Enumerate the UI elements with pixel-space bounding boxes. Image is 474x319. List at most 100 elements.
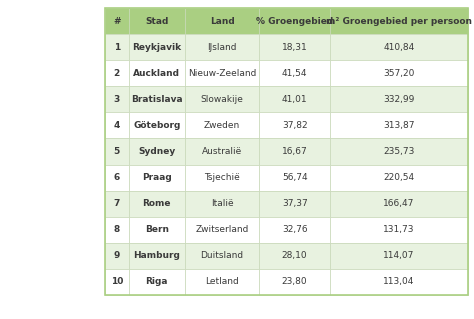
Bar bbox=[259, 269, 330, 295]
Bar bbox=[105, 269, 128, 295]
Text: m² Groengebied per persoon: m² Groengebied per persoon bbox=[326, 17, 472, 26]
Bar bbox=[259, 217, 330, 243]
Text: 18,31: 18,31 bbox=[282, 43, 308, 52]
Bar bbox=[105, 165, 128, 191]
Text: 332,99: 332,99 bbox=[383, 95, 415, 104]
Bar bbox=[330, 165, 468, 191]
Bar bbox=[128, 60, 185, 86]
Text: 2: 2 bbox=[114, 69, 120, 78]
Bar bbox=[330, 112, 468, 138]
Text: 28,10: 28,10 bbox=[282, 251, 308, 260]
Bar bbox=[128, 217, 185, 243]
Text: Sydney: Sydney bbox=[138, 147, 175, 156]
Text: Land: Land bbox=[210, 17, 235, 26]
Text: Hamburg: Hamburg bbox=[133, 251, 180, 260]
Bar bbox=[185, 191, 259, 217]
Bar bbox=[259, 243, 330, 269]
Text: 220,54: 220,54 bbox=[383, 173, 415, 182]
Bar bbox=[259, 34, 330, 60]
Text: 56,74: 56,74 bbox=[282, 173, 308, 182]
Bar bbox=[330, 191, 468, 217]
Bar bbox=[185, 165, 259, 191]
Bar bbox=[128, 112, 185, 138]
Bar bbox=[128, 138, 185, 165]
Bar bbox=[330, 8, 468, 34]
Text: 235,73: 235,73 bbox=[383, 147, 415, 156]
Bar bbox=[105, 34, 128, 60]
Text: Praag: Praag bbox=[142, 173, 172, 182]
Bar bbox=[128, 34, 185, 60]
Bar bbox=[105, 112, 128, 138]
Text: 410,84: 410,84 bbox=[383, 43, 415, 52]
Text: Australië: Australië bbox=[202, 147, 242, 156]
Text: 37,82: 37,82 bbox=[282, 121, 308, 130]
Text: Bern: Bern bbox=[145, 225, 169, 234]
Bar bbox=[330, 138, 468, 165]
Text: Stad: Stad bbox=[145, 17, 168, 26]
Text: Italië: Italië bbox=[211, 199, 233, 208]
Bar bbox=[330, 217, 468, 243]
Text: 1: 1 bbox=[114, 43, 120, 52]
Bar bbox=[128, 8, 185, 34]
Bar bbox=[128, 191, 185, 217]
Bar bbox=[128, 243, 185, 269]
Bar bbox=[185, 86, 259, 112]
Bar bbox=[105, 86, 128, 112]
Text: Letland: Letland bbox=[205, 278, 239, 286]
Text: Zweden: Zweden bbox=[204, 121, 240, 130]
Bar bbox=[185, 269, 259, 295]
Text: Göteborg: Göteborg bbox=[133, 121, 181, 130]
Bar bbox=[185, 138, 259, 165]
Text: Zwitserland: Zwitserland bbox=[195, 225, 249, 234]
Bar bbox=[128, 165, 185, 191]
Bar bbox=[259, 138, 330, 165]
Bar bbox=[330, 243, 468, 269]
Text: 41,54: 41,54 bbox=[282, 69, 308, 78]
Text: 4: 4 bbox=[114, 121, 120, 130]
Text: Nieuw-Zeeland: Nieuw-Zeeland bbox=[188, 69, 256, 78]
Text: 113,04: 113,04 bbox=[383, 278, 415, 286]
Text: 131,73: 131,73 bbox=[383, 225, 415, 234]
Bar bbox=[185, 8, 259, 34]
Text: Auckland: Auckland bbox=[133, 69, 180, 78]
Text: 166,47: 166,47 bbox=[383, 199, 415, 208]
Text: 10: 10 bbox=[110, 278, 123, 286]
Text: 313,87: 313,87 bbox=[383, 121, 415, 130]
Text: IJsland: IJsland bbox=[207, 43, 237, 52]
Bar bbox=[128, 269, 185, 295]
Text: 37,37: 37,37 bbox=[282, 199, 308, 208]
Text: #: # bbox=[113, 17, 120, 26]
Bar bbox=[185, 243, 259, 269]
Text: 9: 9 bbox=[114, 251, 120, 260]
Text: 5: 5 bbox=[114, 147, 120, 156]
Bar bbox=[259, 112, 330, 138]
Bar bbox=[259, 165, 330, 191]
Bar bbox=[330, 60, 468, 86]
Text: % Groengebied: % Groengebied bbox=[256, 17, 333, 26]
Bar bbox=[185, 217, 259, 243]
Bar bbox=[105, 191, 128, 217]
Bar bbox=[259, 8, 330, 34]
Text: 7: 7 bbox=[114, 199, 120, 208]
Bar bbox=[259, 191, 330, 217]
Text: Rome: Rome bbox=[143, 199, 171, 208]
Text: 8: 8 bbox=[114, 225, 120, 234]
Text: 41,01: 41,01 bbox=[282, 95, 308, 104]
Bar bbox=[105, 243, 128, 269]
Bar bbox=[105, 8, 468, 295]
Text: Slowakije: Slowakije bbox=[201, 95, 244, 104]
Text: 6: 6 bbox=[114, 173, 120, 182]
Text: Bratislava: Bratislava bbox=[131, 95, 182, 104]
Text: Tsjechië: Tsjechië bbox=[204, 173, 240, 182]
Text: 3: 3 bbox=[114, 95, 120, 104]
Bar bbox=[185, 34, 259, 60]
Bar bbox=[105, 8, 128, 34]
Text: 357,20: 357,20 bbox=[383, 69, 415, 78]
Bar bbox=[259, 86, 330, 112]
Text: Reykjavik: Reykjavik bbox=[132, 43, 181, 52]
Text: 114,07: 114,07 bbox=[383, 251, 415, 260]
Bar bbox=[330, 269, 468, 295]
Text: 23,80: 23,80 bbox=[282, 278, 308, 286]
Bar bbox=[185, 112, 259, 138]
Bar bbox=[185, 60, 259, 86]
